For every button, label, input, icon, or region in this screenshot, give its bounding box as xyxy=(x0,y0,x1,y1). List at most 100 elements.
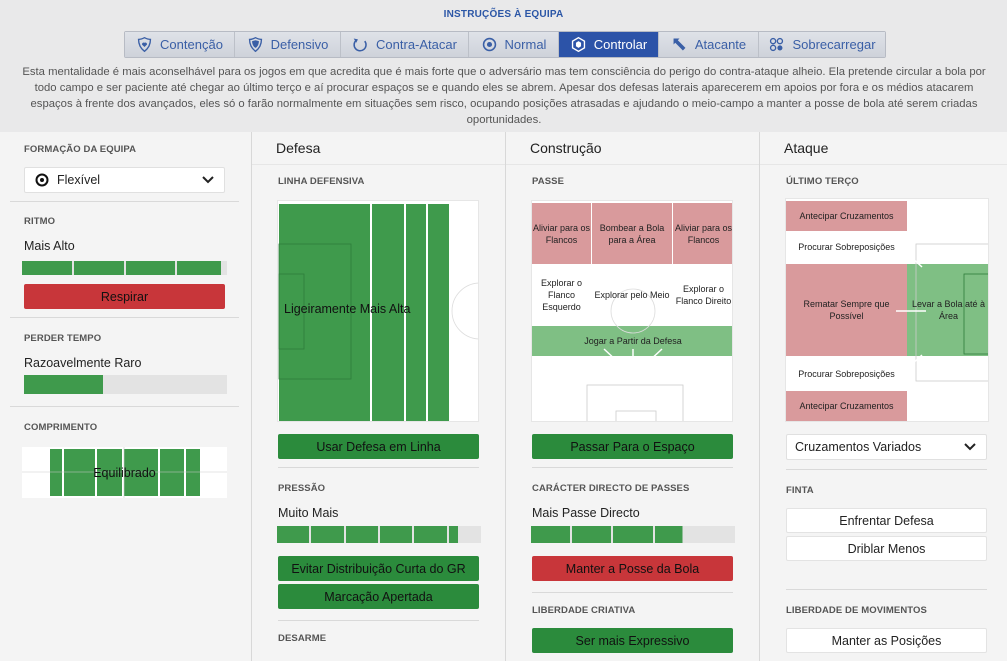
tab-contra-atacar[interactable]: Contra-Atacar xyxy=(341,32,469,57)
tab-normal[interactable]: Normal xyxy=(469,32,559,57)
directness-slider[interactable] xyxy=(531,526,735,543)
pressing-fill xyxy=(277,526,481,543)
freedom-of-movement-label: LIBERDADE DE MOVIMENTOS xyxy=(786,605,927,616)
level-segment xyxy=(379,526,413,543)
tab-label: Controlar xyxy=(593,37,648,52)
pressing-value: Muito Mais xyxy=(278,506,339,520)
final-third-label: ÚLTIMO TERÇO xyxy=(786,176,859,187)
formation-label: FORMAÇÃO DA EQUIPA xyxy=(24,144,137,155)
zone-overlap-top[interactable]: Procurar Sobreposições xyxy=(798,242,895,252)
defensive-line-graphic xyxy=(278,204,478,421)
final-third-graphic xyxy=(786,201,988,421)
directness-label: CARÁCTER DIRECTO DE PASSES xyxy=(532,483,690,494)
defence-title: Defesa xyxy=(276,140,321,156)
level-segment xyxy=(277,526,310,543)
timewasting-fill xyxy=(24,375,104,394)
gk-distribution-button[interactable]: Evitar Distribuição Curta do GR xyxy=(278,556,479,581)
tab-defensivo[interactable]: Defensivo xyxy=(235,32,341,57)
mentality-tabs: Contenção Defensivo Contra-Atacar Normal… xyxy=(124,31,886,58)
tab-atacante[interactable]: Atacante xyxy=(659,32,759,57)
divider xyxy=(10,406,239,407)
zone-early-cross-top[interactable]: Antecipar Cruzamentos xyxy=(799,211,894,221)
tab-label: Contra-Atacar xyxy=(376,37,457,52)
tab-label: Atacante xyxy=(694,37,747,52)
offside-trap-button[interactable]: Usar Defesa em Linha xyxy=(278,434,479,459)
timewasting-value: Razoavelmente Raro xyxy=(24,356,142,370)
overload-icon xyxy=(770,37,784,52)
divider xyxy=(10,317,239,318)
divider xyxy=(759,132,760,661)
width-pitch[interactable]: Equilibrado xyxy=(22,447,227,498)
directness-value: Mais Passe Directo xyxy=(532,506,640,520)
pass-into-space-button[interactable]: Passar Para o Espaço xyxy=(532,434,733,459)
tab-label: Sobrecarregar xyxy=(792,37,876,52)
level-segment xyxy=(696,526,735,543)
shield-heart-icon xyxy=(137,36,152,53)
level-segment xyxy=(531,526,571,543)
defensive-line-label: LINHA DEFENSIVA xyxy=(278,176,365,187)
width-label: COMPRIMENTO xyxy=(24,422,98,433)
divider xyxy=(786,469,987,470)
buildup-title: Construção xyxy=(530,140,602,156)
divider xyxy=(251,132,252,661)
cube-icon xyxy=(571,36,585,53)
final-third-pitch[interactable]: Antecipar Cruzamentos Procurar Sobreposi… xyxy=(785,198,989,422)
run-at-defence-button[interactable]: Enfrentar Defesa xyxy=(786,508,987,533)
zone-shoot-on-sight[interactable]: Rematar Sempre que Possível xyxy=(803,299,890,321)
crossing-value: Cruzamentos Variados xyxy=(795,440,922,454)
zone-play-out[interactable]: Jogar a Partir da Defesa xyxy=(584,336,682,346)
tab-contencao[interactable]: Contenção xyxy=(125,32,235,57)
respirar-button[interactable]: Respirar xyxy=(24,284,225,309)
zone-right-flank[interactable]: Explorar o Flanco Direito xyxy=(675,284,732,306)
pressing-slider[interactable] xyxy=(277,526,481,543)
zone-early-cross-bottom[interactable]: Antecipar Cruzamentos xyxy=(799,401,894,411)
passing-pitch[interactable]: Aliviar para os Flancos Bombear a Bola p… xyxy=(531,200,733,422)
be-more-expressive-button[interactable]: Ser mais Expressivo xyxy=(532,628,733,653)
zone-route-one[interactable]: Bombear a Bola para a Área xyxy=(599,222,665,245)
divider xyxy=(532,467,733,468)
dribbling-label: FINTA xyxy=(786,485,814,496)
attack-arrow-icon xyxy=(673,38,686,51)
tab-sobrecarregar[interactable]: Sobrecarregar xyxy=(759,32,885,57)
zone-left-flank[interactable]: Explorar o Flanco Esquerdo xyxy=(540,278,583,312)
divider xyxy=(278,620,479,621)
divider xyxy=(278,467,479,468)
zone-middle[interactable]: Explorar pelo Meio xyxy=(594,290,670,300)
formation-dropdown[interactable]: Flexível xyxy=(24,167,225,193)
pressing-label: PRESSÃO xyxy=(278,483,326,494)
retain-possession-button[interactable]: Manter a Posse da Bola xyxy=(532,556,733,581)
level-segment xyxy=(311,526,344,543)
tab-controlar[interactable]: Controlar xyxy=(559,32,659,57)
zone-overlap-bottom[interactable]: Procurar Sobreposições xyxy=(798,369,895,379)
divider xyxy=(505,132,506,661)
attack-title: Ataque xyxy=(784,140,829,156)
level-segment xyxy=(125,261,176,275)
tab-label: Defensivo xyxy=(270,37,329,52)
timewasting-label: PERDER TEMPO xyxy=(24,333,102,344)
balance-icon xyxy=(482,37,496,52)
level-segment xyxy=(448,526,481,543)
defensive-line-pitch[interactable]: Ligeiramente Mais Alta xyxy=(277,200,479,422)
chevron-down-icon xyxy=(964,443,976,451)
tight-marking-button[interactable]: Marcação Apertada xyxy=(278,584,479,609)
shield-icon xyxy=(248,36,262,53)
tab-label: Normal xyxy=(504,37,547,52)
passing-pitch-graphic xyxy=(532,203,732,421)
zone-work-ball-into-box[interactable]: Levar a Bola até à Área xyxy=(911,299,986,321)
tackling-label: DESARME xyxy=(278,633,327,644)
zone-clear-right[interactable]: Aliviar para os Flancos xyxy=(674,222,733,245)
divider xyxy=(760,164,1007,165)
dribble-less-button[interactable]: Driblar Menos xyxy=(786,536,987,561)
width-value: Equilibrado xyxy=(93,465,156,480)
counter-arrow-icon xyxy=(353,38,367,52)
level-segment xyxy=(613,526,653,543)
formation-value: Flexível xyxy=(57,173,101,187)
tempo-label: RITMO xyxy=(24,216,56,227)
divider xyxy=(252,164,505,165)
tab-label: Contenção xyxy=(160,37,223,52)
hold-position-button[interactable]: Manter as Posições xyxy=(786,628,987,653)
zone-clear-left[interactable]: Aliviar para os Flancos xyxy=(532,222,591,245)
timewasting-slider[interactable] xyxy=(24,375,227,394)
crossing-dropdown[interactable]: Cruzamentos Variados xyxy=(786,434,987,460)
tempo-slider[interactable] xyxy=(22,261,227,275)
